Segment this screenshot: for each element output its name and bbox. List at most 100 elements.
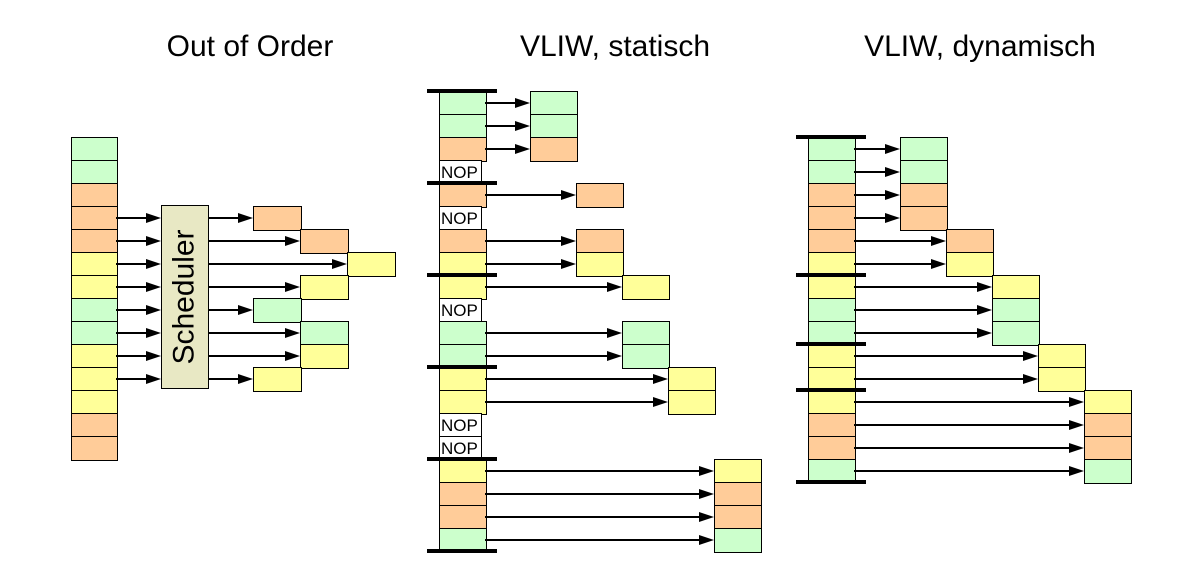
arrow-line [485, 332, 609, 335]
arrow-line [485, 401, 655, 404]
bundle-separator [427, 365, 497, 369]
arrowhead-icon [515, 97, 530, 108]
arrow-line [854, 148, 887, 151]
arrow-line [485, 355, 609, 358]
arrowhead-icon [1069, 419, 1084, 430]
instruction-box [439, 505, 487, 530]
arrow-line [116, 263, 148, 266]
issued-instruction-box [576, 252, 624, 277]
arrow-line [485, 516, 701, 519]
arrowhead-icon [146, 327, 161, 338]
arrow-line [209, 240, 287, 243]
arrowhead-icon [885, 143, 900, 154]
arrow-line [854, 217, 887, 220]
issued-instruction-box [622, 344, 670, 369]
arrowhead-icon [146, 235, 161, 246]
arrowhead-icon [885, 212, 900, 223]
arrow-line [485, 493, 701, 496]
arrowhead-icon [1023, 373, 1038, 384]
issued-instruction-box [714, 482, 762, 507]
issued-instruction-box [992, 298, 1040, 323]
arrowhead-icon [653, 396, 668, 407]
issued-instruction-box [1084, 390, 1132, 415]
panel-title-vliw-dynamic: VLIW, dynamisch [864, 30, 1096, 63]
issued-instruction-box [714, 528, 762, 553]
arrowhead-icon [515, 143, 530, 154]
arrow-line [116, 286, 148, 289]
arrow-line [854, 263, 933, 266]
arrowhead-icon [931, 258, 946, 269]
arrowhead-icon [885, 166, 900, 177]
arrowhead-icon [146, 281, 161, 292]
arrowhead-icon [977, 281, 992, 292]
issued-instruction-box [1084, 413, 1132, 438]
arrowhead-icon [332, 258, 347, 269]
issued-instruction-box [992, 275, 1040, 300]
issued-instruction-box [668, 390, 716, 415]
arrowhead-icon [977, 304, 992, 315]
issued-instruction-box [714, 505, 762, 530]
arrow-line [485, 194, 563, 197]
instruction-box [808, 229, 856, 254]
instruction-box [808, 344, 856, 369]
arrow-line [209, 263, 334, 266]
instruction-box [808, 137, 856, 162]
instruction-box [808, 436, 856, 461]
instruction-box [71, 183, 118, 208]
bundle-separator [796, 273, 866, 277]
arrowhead-icon [146, 258, 161, 269]
bundle-separator [427, 181, 497, 185]
panel-title-vliw-static: VLIW, statisch [519, 30, 711, 63]
arrow-line [854, 424, 1071, 427]
arrowhead-icon [238, 212, 253, 223]
arrowhead-icon [146, 304, 161, 315]
issued-instruction-box [946, 252, 994, 277]
arrowhead-icon [885, 189, 900, 200]
instruction-box [808, 413, 856, 438]
arrow-line [485, 102, 517, 105]
arrowhead-icon [699, 465, 714, 476]
arrowhead-icon [285, 350, 300, 361]
arrowhead-icon [285, 281, 300, 292]
instruction-box [808, 160, 856, 185]
arrow-line [116, 309, 148, 312]
instruction-box [808, 390, 856, 415]
arrowhead-icon [1069, 396, 1084, 407]
nop-box: NOP [439, 413, 482, 438]
arrowhead-icon [146, 350, 161, 361]
issued-instruction-box [1038, 344, 1086, 369]
arrow-line [209, 217, 240, 220]
issued-instruction-box [992, 321, 1040, 346]
instruction-box [808, 275, 856, 300]
issued-instruction-box [253, 367, 302, 392]
issued-instruction-box [300, 344, 349, 369]
arrow-line [485, 263, 563, 266]
issued-instruction-box [300, 229, 349, 254]
arrow-line [116, 378, 148, 381]
bundle-separator [427, 89, 497, 93]
arrowhead-icon [561, 258, 576, 269]
arrowhead-icon [1069, 442, 1084, 453]
issued-instruction-box [1084, 436, 1132, 461]
arrowhead-icon [515, 120, 530, 131]
arrowhead-icon [653, 373, 668, 384]
arrowhead-icon [146, 373, 161, 384]
bundle-separator [796, 388, 866, 392]
issued-instruction-box [347, 252, 396, 277]
arrowhead-icon [699, 488, 714, 499]
issued-instruction-box [1084, 459, 1132, 484]
instruction-box [808, 183, 856, 208]
arrow-line [485, 148, 517, 151]
arrow-line [854, 401, 1071, 404]
arrowhead-icon [285, 235, 300, 246]
arrow-line [116, 240, 148, 243]
instruction-box [808, 206, 856, 231]
arrow-line [209, 309, 240, 312]
issued-instruction-box [253, 206, 302, 231]
arrow-line [209, 378, 240, 381]
arrow-line [485, 286, 609, 289]
nop-box: NOP [439, 298, 482, 323]
issued-instruction-box [576, 229, 624, 254]
